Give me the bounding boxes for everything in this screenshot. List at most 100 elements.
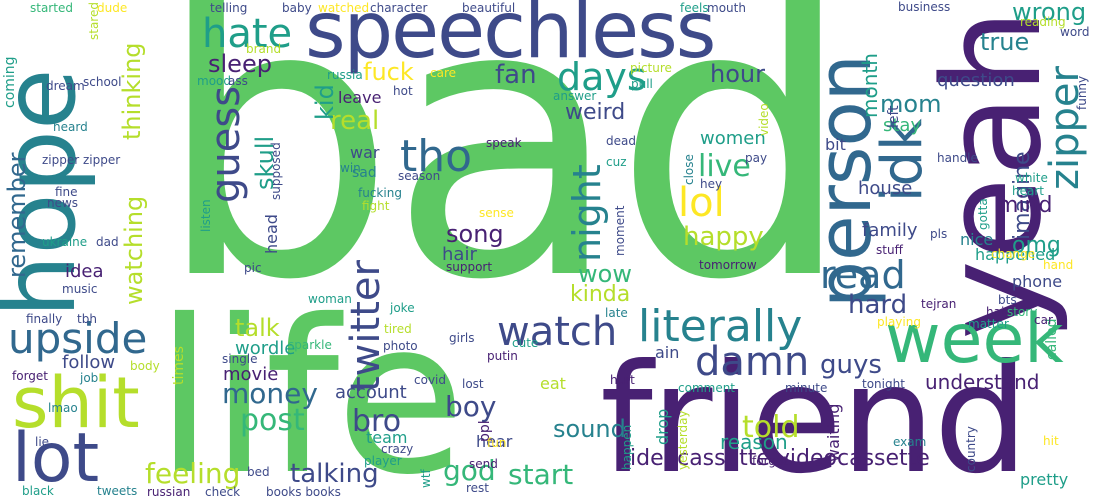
word: women	[700, 128, 766, 149]
word: hey	[700, 177, 723, 191]
word: season	[398, 169, 441, 183]
word: ass	[228, 74, 248, 88]
word: books books	[266, 485, 341, 499]
word: speechless	[305, 0, 716, 76]
word: leave	[338, 88, 382, 107]
word: tomorrow	[699, 258, 757, 272]
word: sparkle	[288, 338, 332, 352]
word: gotta	[976, 198, 990, 230]
word: feels	[680, 1, 709, 15]
word: care	[430, 66, 457, 80]
word: photo	[383, 339, 418, 353]
word: shit	[12, 362, 140, 444]
word: beautiful	[462, 1, 516, 15]
word: ain	[655, 343, 680, 362]
word: answer	[553, 89, 597, 103]
word: sound	[553, 415, 626, 443]
word: lost	[462, 377, 484, 391]
word: lol	[678, 180, 725, 226]
word: times	[171, 346, 187, 385]
word: song	[446, 220, 504, 248]
word: girls	[449, 331, 475, 345]
word: happen	[620, 424, 634, 470]
word: coming	[2, 56, 18, 108]
word: dead	[606, 134, 636, 148]
word: kid	[311, 84, 339, 120]
word: question	[937, 70, 1015, 91]
word: woman	[308, 292, 352, 306]
word: start	[508, 458, 574, 491]
word: feeling	[145, 457, 241, 490]
word: kinda	[570, 282, 631, 307]
word: mom	[880, 90, 942, 118]
word: putin	[487, 349, 518, 363]
word: sad	[352, 165, 377, 181]
word: business	[898, 0, 951, 14]
word: pls	[930, 227, 948, 241]
word: cuz	[606, 155, 627, 169]
word: story	[1007, 305, 1038, 319]
word: dream	[46, 79, 85, 93]
word: baby	[282, 1, 312, 15]
word: watched	[318, 1, 370, 15]
word: lmao	[48, 401, 78, 415]
word: happy	[683, 222, 764, 252]
word: change	[991, 247, 1036, 261]
word: mouth	[707, 1, 746, 15]
word: stared	[87, 2, 101, 40]
word: post	[240, 403, 305, 438]
word: watching	[120, 195, 148, 305]
word: covid	[414, 373, 446, 387]
word: character	[370, 1, 428, 15]
word: wtf	[419, 469, 433, 488]
word: stuff	[876, 243, 903, 257]
word: hurt	[610, 373, 635, 387]
word: reading	[1020, 15, 1066, 29]
word: telling	[210, 1, 248, 15]
word: late	[605, 306, 628, 320]
word: sense	[479, 206, 514, 220]
word: talking	[290, 459, 379, 489]
word: ukraine	[42, 235, 88, 249]
word: week	[885, 300, 1064, 379]
word: thinking	[118, 42, 146, 140]
word: close	[682, 154, 696, 185]
word: phone	[1012, 272, 1063, 291]
word: forgot	[752, 454, 788, 468]
word: hai	[986, 305, 1005, 319]
word: movie	[223, 364, 279, 385]
word: speak	[486, 136, 522, 150]
word: real	[330, 106, 380, 136]
word: guys	[820, 350, 882, 380]
word: joke	[390, 301, 415, 315]
word: fun	[487, 436, 507, 450]
word: car	[1034, 313, 1053, 327]
word: wrong	[1012, 0, 1087, 26]
word: school	[83, 75, 122, 89]
word: hair	[442, 244, 477, 265]
word: house	[858, 178, 913, 199]
word: drop	[653, 408, 672, 445]
word: tweets	[97, 484, 138, 498]
word: pull	[631, 77, 653, 91]
word: night	[565, 164, 609, 262]
word: comment	[678, 381, 736, 395]
word: picture	[630, 61, 672, 75]
word: mind	[997, 193, 1053, 218]
word: wow	[578, 260, 632, 288]
word: pic	[244, 261, 262, 275]
word: hate	[202, 11, 293, 57]
word: dad	[96, 235, 119, 249]
word: lie	[35, 435, 50, 449]
word: body	[130, 359, 160, 373]
word: rest	[466, 481, 490, 495]
word: zipper zipper	[42, 153, 121, 167]
word: crazy	[381, 442, 414, 456]
word: twitter	[343, 260, 389, 392]
word: mood	[197, 74, 231, 88]
word: nice	[960, 230, 994, 249]
word: tired	[384, 322, 412, 336]
word: pay	[745, 151, 768, 165]
word: yesterday	[676, 410, 690, 470]
